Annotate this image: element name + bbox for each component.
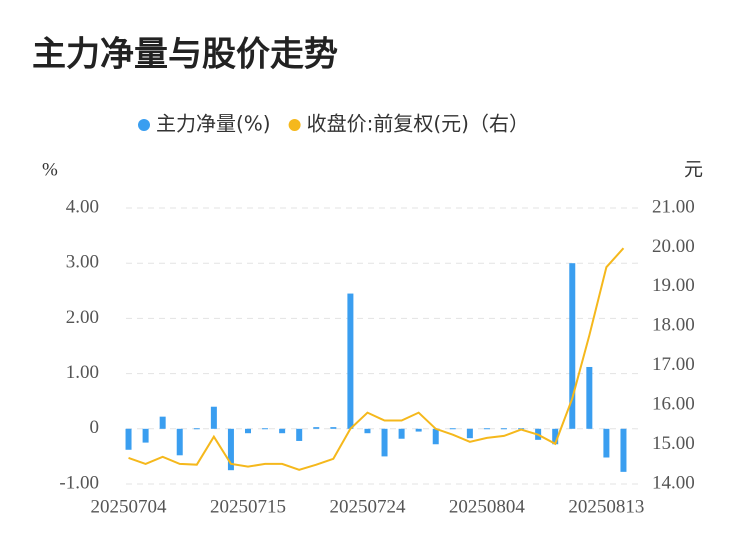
y-tick-label: 1.00	[66, 362, 99, 383]
bar	[603, 428, 610, 458]
y-tick-label: 2.00	[66, 307, 99, 328]
bar	[125, 428, 132, 450]
bar	[483, 428, 490, 430]
bar	[569, 263, 576, 429]
bar	[466, 428, 473, 439]
bar	[398, 428, 405, 439]
legend: 主力净量(%) 收盘价:前复权(元)（右）	[138, 112, 529, 136]
bar	[296, 428, 303, 441]
x-tick-label: 20250724	[329, 496, 406, 517]
y-tick-label: -1.00	[59, 472, 99, 493]
y2-tick-label: 18.00	[652, 315, 695, 336]
bar	[381, 428, 388, 457]
bar	[159, 416, 166, 429]
bar	[586, 366, 593, 429]
bar	[620, 428, 627, 472]
bar	[193, 428, 200, 430]
bar	[142, 428, 149, 443]
bar	[364, 428, 371, 434]
bar	[245, 428, 251, 434]
bar	[347, 293, 354, 429]
chart-title: 主力净量与股价走势	[32, 35, 338, 75]
bar	[501, 428, 507, 430]
bar	[176, 428, 183, 456]
y-tick-label: 4.00	[66, 196, 99, 217]
y2-tick-label: 21.00	[652, 196, 695, 217]
bar	[415, 428, 422, 432]
price-line	[128, 247, 625, 471]
bar	[432, 428, 439, 445]
bar	[449, 428, 456, 430]
bar	[552, 428, 559, 445]
y-tick-label: 3.00	[66, 252, 99, 273]
legend-marker	[138, 119, 150, 131]
bar	[227, 428, 234, 471]
x-tick-label: 20250715	[210, 496, 286, 517]
bar	[279, 428, 286, 434]
bar	[262, 428, 269, 430]
legend-label: 主力净量(%)	[156, 112, 271, 136]
y2-tick-label: 17.00	[652, 354, 695, 375]
bar	[313, 427, 320, 429]
bar	[330, 427, 337, 429]
legend-marker	[288, 119, 301, 131]
y-tick-label: 0	[90, 417, 100, 438]
y2-tick-label: 20.00	[652, 236, 695, 257]
x-tick-label: 20250804	[449, 496, 526, 517]
bar	[210, 406, 217, 429]
x-tick-label: 20250704	[91, 496, 168, 517]
y2-tick-label: 19.00	[652, 275, 695, 296]
y2-tick-label: 15.00	[652, 433, 695, 454]
y2-axis-label: 元	[684, 159, 703, 180]
legend-label: 收盘价:前复权(元)（右）	[307, 112, 529, 136]
y2-tick-label: 14.00	[652, 472, 695, 493]
y-axis-label: %	[42, 159, 58, 180]
y2-tick-label: 16.00	[652, 394, 695, 415]
x-tick-label: 20250813	[568, 496, 644, 517]
